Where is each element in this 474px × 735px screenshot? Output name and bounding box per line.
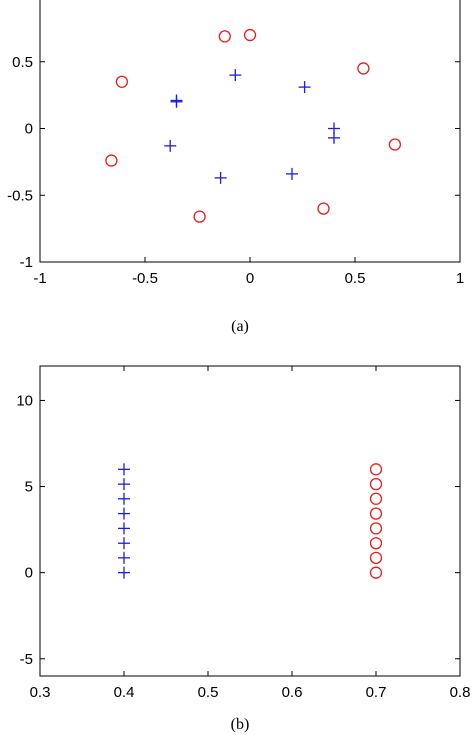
circle-point (115, 75, 129, 88)
x-tick-label: 0.3 (30, 684, 51, 701)
plus-point (118, 463, 130, 476)
circle-point (369, 507, 383, 520)
y-tick-label: -0.5 (7, 187, 33, 204)
caption-b: (b) (231, 716, 250, 733)
plus-point (118, 522, 130, 535)
x-tick-label: 0.4 (114, 684, 135, 701)
y-tick-label: 5 (25, 479, 33, 496)
plus-point (214, 171, 227, 184)
plus-point (118, 566, 130, 579)
y-tick-label: -5 (20, 651, 33, 668)
y-tick-label: 10 (16, 392, 33, 409)
x-tick-label: -0.5 (132, 270, 158, 287)
x-tick-label: 0.6 (282, 684, 303, 701)
x-tick-label: 0.8 (450, 684, 471, 701)
caption-a: (a) (231, 318, 249, 335)
x-tick-label: 0 (246, 270, 254, 287)
plus-point (118, 537, 130, 550)
circle-point (218, 30, 231, 43)
circle-point (369, 566, 383, 579)
plus-point (118, 492, 130, 505)
plus-point (328, 131, 340, 144)
circle-point (369, 522, 383, 535)
chart-b: 0.3 0.4 0.5 0.6 0.7 0.8 -5 0 5 10 (16, 365, 471, 701)
circle-point (369, 492, 383, 505)
plus-point (164, 139, 177, 152)
circle-point (357, 62, 370, 75)
x-tick-label: 0.5 (198, 684, 219, 701)
circle-point (105, 154, 118, 167)
plus-point (170, 94, 183, 107)
circle-point (369, 537, 383, 550)
plot-frame (39, 365, 461, 677)
y-tick-label: 0 (25, 565, 33, 582)
x-tick-label: 0.7 (366, 684, 387, 701)
plot-frame (39, 0, 461, 263)
circle-point (317, 202, 330, 215)
circle-point (243, 28, 257, 42)
x-tick-label: 1 (456, 270, 464, 287)
plus-point (229, 69, 242, 82)
circle-point (388, 138, 402, 151)
circle-point (369, 477, 383, 491)
y-tick-label: 0.5 (12, 54, 33, 71)
x-tick-label: -1 (33, 270, 46, 287)
y-tick-label: 0 (25, 121, 33, 138)
plus-point (286, 167, 298, 180)
x-tick-label: 0.5 (345, 270, 366, 287)
circle-point (369, 463, 383, 476)
plus-point (118, 507, 130, 520)
plus-point (118, 551, 130, 564)
plus-point (118, 478, 130, 491)
chart-a: -1 -0.5 0 0.5 1 -1 -0.5 0 0.5 (7, 0, 464, 287)
y-tick-label: -1 (20, 254, 33, 271)
circle-point (369, 551, 383, 565)
plus-point (298, 81, 311, 94)
circle-point (193, 210, 206, 223)
